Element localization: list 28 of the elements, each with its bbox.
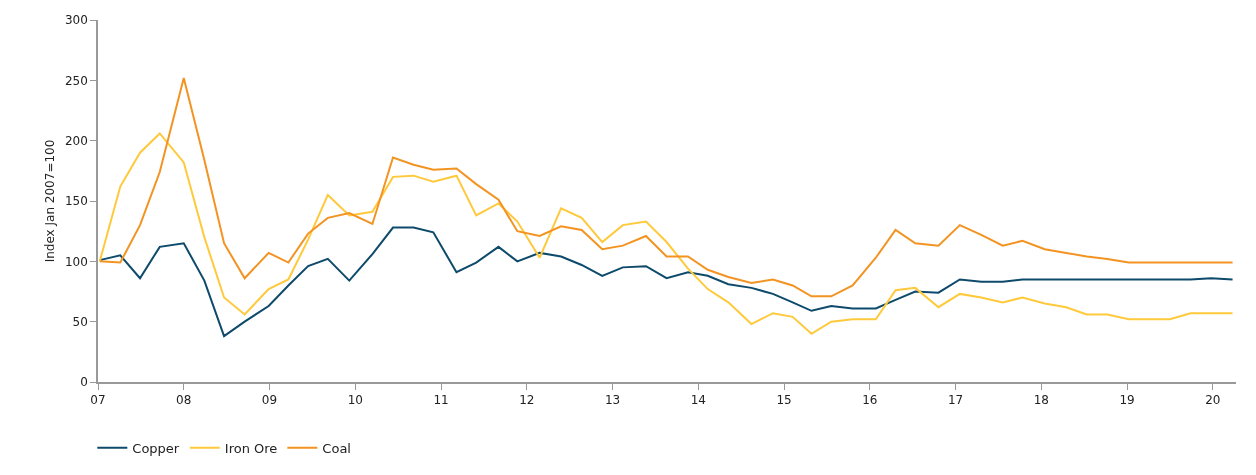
x-tick-label: 13 [604,393,621,408]
y-axis-title: Index Jan 2007=100 [42,139,57,263]
line-series [98,226,1234,338]
x-tick-label: 10 [347,393,363,408]
legend-label: Copper [132,440,180,456]
y-tick-label: 300 [64,13,88,28]
y-tick-label: 200 [64,133,88,148]
y-tick-label: 50 [72,314,88,329]
line-series [98,132,1234,335]
legend-label: Iron Ore [224,440,278,456]
x-tick-label: 14 [690,393,706,408]
x-tick-label: 09 [261,393,278,408]
legend-label: Coal [322,440,351,456]
x-tick-label: 11 [433,393,449,408]
y-tick-label: 250 [64,73,88,88]
x-tick-label: 18 [1033,393,1049,408]
x-tick-label: 19 [1119,393,1135,408]
x-tick-label: 08 [176,393,192,408]
y-tick-label: 150 [64,194,88,209]
x-tick-label: 17 [947,393,964,408]
line-series [98,76,1234,298]
y-tick-label: 100 [64,254,88,269]
x-tick-label: 20 [1205,393,1221,408]
x-tick-label: 07 [90,393,106,408]
y-tick-label: 0 [80,375,88,390]
x-tick-label: 16 [862,393,878,408]
x-tick-label: 15 [776,393,792,408]
x-tick-label: 12 [519,393,535,408]
